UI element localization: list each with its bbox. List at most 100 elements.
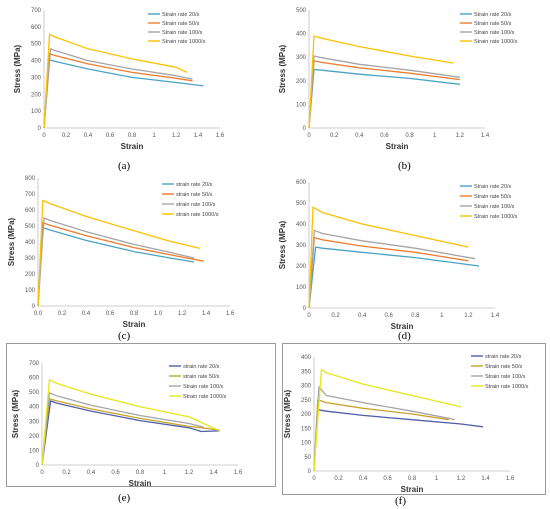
chart-f-y-tick-label: 50 [304, 455, 311, 461]
chart-c-x-tick-label: 1.6 [226, 311, 235, 317]
chart-b-legend-label-2: Strain rate 50/s [474, 21, 512, 27]
chart-a-x-tick-label: 1.6 [216, 133, 225, 139]
chart-d-y-tick-label: 500 [296, 201, 307, 207]
chart-e-legend-label-1: strain rate 20/s [183, 364, 220, 370]
chart-c-y-tick-label: 700 [25, 192, 36, 198]
chart-e-series-line-4 [41, 379, 220, 466]
chart-c-series-line-3 [37, 217, 195, 307]
chart-a-y-tick-label: 600 [31, 25, 42, 31]
panel-frame-f [282, 343, 546, 495]
chart-f-series-line-2 [313, 399, 449, 472]
chart-a-x-tick-label: 0 [42, 133, 46, 139]
chart-c-y-tick-label: 100 [25, 288, 36, 294]
chart-b-y-tick-label: 400 [296, 32, 307, 38]
chart-c-y-tick-label: 300 [25, 256, 36, 262]
chart-e-y-tick-label: 100 [29, 448, 40, 454]
chart-e-legend-label-4: Strain rate 1000/s [183, 394, 227, 400]
chart-f-y-axis-title: Stress (MPa) [283, 389, 292, 438]
chart-b-y-tick-label: 0 [303, 126, 307, 132]
chart-a-y-tick-label: 200 [31, 92, 42, 98]
chart-d-x-tick-label: 1.4 [491, 313, 500, 319]
chart-a-legend-label-4: Strain rate 1000/s [162, 39, 206, 45]
chart-d-legend-label-1: Strain rate 20/s [474, 184, 512, 190]
chart-f-x-tick-label: 1.6 [506, 476, 515, 482]
chart-e-y-tick-label: 600 [29, 376, 40, 382]
chart-b-legend-label-1: Strain rate 20/s [474, 12, 512, 18]
chart-b-x-tick-label: 0.6 [380, 133, 389, 139]
chart-e-x-tick-label: 0.6 [111, 470, 120, 476]
chart-a-x-tick-label: 0.6 [106, 133, 115, 139]
chart-d-series-line-3 [308, 229, 476, 309]
chart-panel-e: 0 0.2 0.4 0.6 0.8 1 1.2 1.4 1.6 0 100 200 300 400 500 6… [6, 343, 274, 488]
chart-c-svg: 0.0 0.2 0.4 0.6 0.8 1.0 1.2 1.4 1.6 0 100 200 300 400… [7, 176, 235, 329]
chart-e-y-axis-title: Stress (MPa) [11, 389, 20, 438]
chart-d-series-line-1 [308, 246, 480, 309]
chart-d-x-tick-label: 0.4 [358, 313, 367, 319]
chart-f-x-tick-label: 0 [312, 476, 316, 482]
chart-a-x-tick-label: 0.2 [62, 133, 71, 139]
chart-a-series-line-1 [43, 59, 204, 129]
chart-b-x-tick-label: 1 [433, 133, 437, 139]
chart-a-y-tick-label: 400 [31, 59, 42, 65]
chart-f-series-line-4 [313, 369, 462, 472]
chart-b-x-tick-label: 1.2 [456, 133, 465, 139]
chart-c-series-line-4 [37, 199, 201, 307]
chart-c-series-line-2 [37, 222, 204, 307]
chart-panel-c: 0.0 0.2 0.4 0.6 0.8 1.0 1.2 1.4 1.6 0 100 200 300 400… [0, 170, 275, 330]
chart-a-x-axis-title: Strain [121, 142, 144, 151]
chart-c-x-tick-label: 0.4 [82, 311, 91, 317]
chart-c-x-tick-label: 0.6 [106, 311, 115, 317]
chart-e-series-line-2 [41, 398, 220, 466]
chart-f-x-tick-label: 1.4 [481, 476, 490, 482]
chart-b-y-tick-label: 200 [296, 79, 307, 85]
chart-e-x-tick-label: 1.2 [185, 470, 194, 476]
chart-b-x-axis-title: Strain [386, 142, 409, 151]
chart-e-x-tick-label: 0.2 [62, 470, 71, 476]
chart-b-x-tick-label: 0.2 [330, 133, 339, 139]
chart-c-legend-label-3: strain rate 100/s [176, 202, 216, 208]
chart-d-y-tick-label: 400 [296, 222, 307, 228]
chart-e-legend-label-2: strain rate 50/s [183, 374, 220, 380]
chart-d-legend-label-4: Strain rate 1000/s [474, 214, 518, 220]
chart-c-y-tick-label: 500 [25, 224, 36, 230]
chart-f-x-tick-label: 1.2 [457, 476, 466, 482]
chart-f-y-tick-label: 150 [301, 426, 312, 432]
chart-e-y-tick-label: 300 [29, 419, 40, 425]
chart-b-x-tick-label: 0 [307, 133, 311, 139]
chart-c-x-tick-label: 0.2 [58, 311, 67, 317]
chart-b-y-axis-title: Stress (MPa) [278, 44, 287, 93]
chart-f-legend-label-1: strain rate 20/s [485, 354, 522, 360]
chart-f-x-tick-label: 1 [435, 476, 439, 482]
chart-f-legend-label-3: Strain rate 100/s [485, 374, 526, 380]
chart-f-y-tick-label: 200 [301, 412, 312, 418]
chart-panel-d: 0 0.2 0.4 0.6 0.8 1 1.2 1.4 0 100 200 300 400 500 600 S… [275, 170, 550, 331]
chart-c-x-tick-label: 0.0 [34, 311, 43, 317]
chart-b-legend-label-4: Strain rate 1000/s [474, 39, 518, 45]
chart-a-legend-label-3: Strain rate 100/s [162, 30, 203, 36]
chart-c-y-tick-label: 200 [25, 272, 36, 278]
chart-a-y-tick-label: 100 [31, 109, 42, 115]
chart-d-y-axis-title: Stress (MPa) [278, 220, 287, 269]
chart-e-x-tick-label: 0.4 [87, 470, 96, 476]
chart-a-series-line-4 [43, 33, 188, 129]
chart-f-svg: 0 0.2 0.4 0.6 0.8 1 1.2 1.4 1.6 0 50 100 150 200 250 30… [283, 354, 529, 494]
chart-d-x-tick-label: 1.2 [464, 313, 473, 319]
chart-a-y-tick-label: 0 [38, 126, 42, 132]
chart-c-y-tick-label: 600 [25, 208, 36, 214]
chart-a-y-tick-label: 700 [31, 8, 42, 14]
chart-e-svg: 0 0.2 0.4 0.6 0.8 1 1.2 1.4 1.6 0 100 200 300 400 500 6… [11, 361, 243, 488]
chart-f-series-line-3 [313, 386, 456, 472]
chart-a-legend-label-2: Strain rate 50/s [162, 21, 200, 27]
chart-e-y-tick-label: 0 [36, 463, 40, 469]
chart-a-series-line-2 [43, 53, 193, 129]
chart-f-series-line-1 [313, 409, 484, 472]
chart-a-y-axis-title: Stress (MPa) [13, 44, 22, 93]
caption-a: (a) [118, 160, 131, 172]
chart-d-x-tick-label: 0.8 [411, 313, 420, 319]
chart-d-x-tick-label: 0.6 [385, 313, 394, 319]
chart-d-x-tick-label: 1 [440, 313, 444, 319]
chart-b-x-tick-label: 0.8 [405, 133, 414, 139]
chart-a-y-tick-label: 500 [31, 42, 42, 48]
chart-e-x-tick-label: 1.6 [234, 470, 243, 476]
chart-a-series-line-3 [43, 48, 193, 129]
